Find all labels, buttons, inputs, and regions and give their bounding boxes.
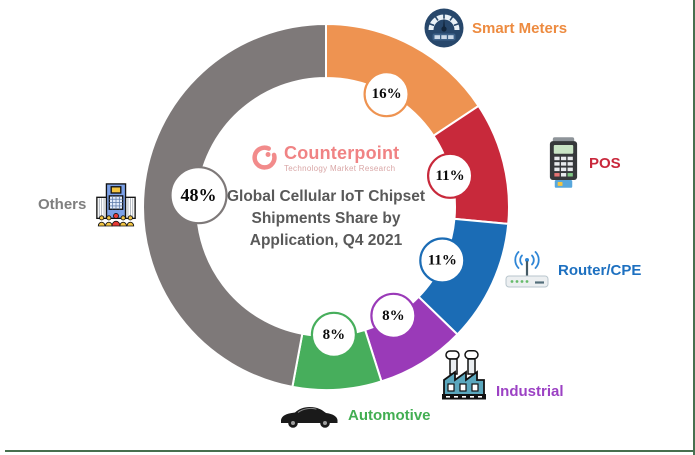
value-bubble-automotive — [310, 311, 357, 358]
router-icon — [504, 249, 550, 291]
logo-tagline: Technology Market Research — [284, 164, 396, 173]
legend-label-automotive: Automotive — [348, 406, 431, 424]
car-icon — [278, 400, 340, 430]
legend-label-pos: POS — [589, 155, 621, 172]
legend-label-smart-meters: Smart Meters — [472, 19, 568, 37]
legend-label-others: Others — [38, 195, 87, 213]
value-label-router-cpe: 11% — [428, 253, 457, 269]
value-bubble-pos — [427, 152, 474, 199]
frame-border-right — [693, 0, 695, 455]
chart-title-line-3: Application, Q4 2021 — [249, 232, 403, 249]
value-bubble-smart-meters — [363, 71, 410, 118]
legend-others: Others — [38, 181, 138, 227]
building-icon — [94, 181, 138, 227]
gauge-icon — [424, 8, 464, 48]
factory-icon — [440, 350, 488, 400]
legend-pos: POS — [546, 137, 621, 190]
value-bubble-industrial — [370, 292, 417, 339]
legend-label-industrial: Industrial — [496, 383, 564, 400]
value-label-pos: 11% — [436, 168, 465, 184]
frame-border-bottom — [5, 450, 695, 452]
legend-router-cpe: Router/CPE — [504, 249, 641, 291]
legend-automotive: Automotive — [278, 400, 431, 430]
legend-label-router-cpe: Router/CPE — [558, 261, 642, 279]
value-label-others: 48% — [181, 185, 217, 205]
pos-terminal-icon — [546, 137, 581, 190]
value-label-industrial: 8% — [382, 308, 405, 324]
donut-segment-others — [142, 22, 327, 389]
value-bubble-others — [169, 166, 228, 225]
legend-industrial: Industrial — [440, 350, 564, 400]
value-label-smart-meters: 16% — [372, 86, 402, 102]
legend-smart-meters: Smart Meters — [424, 8, 567, 48]
logo-name: Counterpoint — [284, 143, 400, 163]
chart-title-line-2: Shipments Share by — [251, 210, 401, 227]
value-label-automotive: 8% — [323, 327, 346, 343]
counterpoint-logo-icon — [250, 143, 279, 172]
counterpoint-logo: Counterpoint Technology Market Research — [250, 143, 399, 173]
chart-title: Global Cellular IoT Chipset Shipments Sh… — [209, 186, 443, 252]
chart-title-line-1: Global Cellular IoT Chipset — [226, 188, 426, 205]
value-bubble-router-cpe — [419, 237, 466, 284]
